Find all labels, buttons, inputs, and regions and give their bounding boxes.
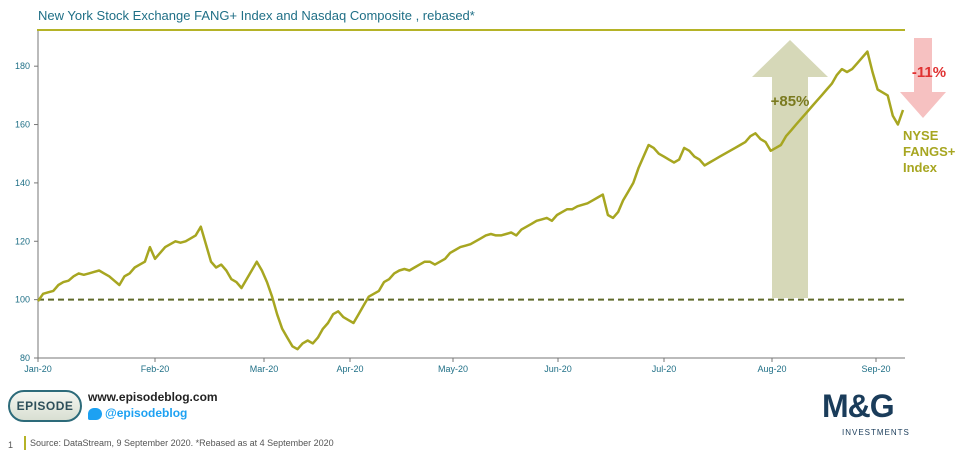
y-tick-label: 80 [20, 353, 30, 363]
x-tick-label: Jul-20 [652, 364, 677, 374]
title-underline [37, 29, 905, 31]
x-tick-label: Sep-20 [861, 364, 890, 374]
y-tick-label: 100 [15, 295, 30, 305]
mg-logo: M&G INVESTMENTS [822, 388, 922, 440]
source-note: Source: DataStream, 9 September 2020. *R… [30, 438, 334, 448]
twitter-icon [88, 407, 102, 420]
y-tick-label: 180 [15, 61, 30, 71]
down-change-label: -11% [912, 64, 946, 81]
x-tick-label: Jun-20 [544, 364, 572, 374]
up-change-label: +85% [771, 93, 810, 110]
series-label-line: FANGS+ [903, 144, 956, 159]
y-tick-label: 120 [15, 236, 30, 246]
series-line-nyse-fangs [36, 50, 905, 351]
x-tick-label: Apr-20 [336, 364, 363, 374]
mg-logo-word: M&G [822, 388, 895, 424]
x-tick-label: Aug-20 [757, 364, 786, 374]
x-tick-label: Feb-20 [141, 364, 170, 374]
up-arrow-shape [752, 40, 828, 298]
x-tick-label: Mar-20 [250, 364, 279, 374]
line-chart: 80 100 120 140 160 180 Jan-20 Feb-20 Mar-20 Apr-2… [15, 31, 956, 374]
mg-logo-subtitle: INVESTMENTS [842, 428, 910, 437]
y-tick-label: 160 [15, 120, 30, 130]
episode-badge: EPISODE [8, 390, 82, 422]
source-accent [24, 436, 26, 450]
blog-link[interactable]: www.episodeblog.com [88, 390, 218, 404]
chart-title: New York Stock Exchange FANG+ Index and … [38, 8, 475, 23]
series-label-line: NYSE [903, 128, 939, 143]
x-tick-label: May-20 [438, 364, 468, 374]
x-tick-label: Jan-20 [24, 364, 52, 374]
twitter-handle-text: @episodeblog [105, 406, 188, 420]
episode-logo-block: EPISODE www.episodeblog.com @episodeblog [8, 386, 218, 428]
twitter-handle[interactable]: @episodeblog [88, 406, 187, 420]
series-label-line: Index [903, 160, 938, 175]
down-arrow-shape [900, 38, 946, 118]
page-number: 1 [8, 440, 14, 450]
y-tick-label: 140 [15, 178, 30, 188]
